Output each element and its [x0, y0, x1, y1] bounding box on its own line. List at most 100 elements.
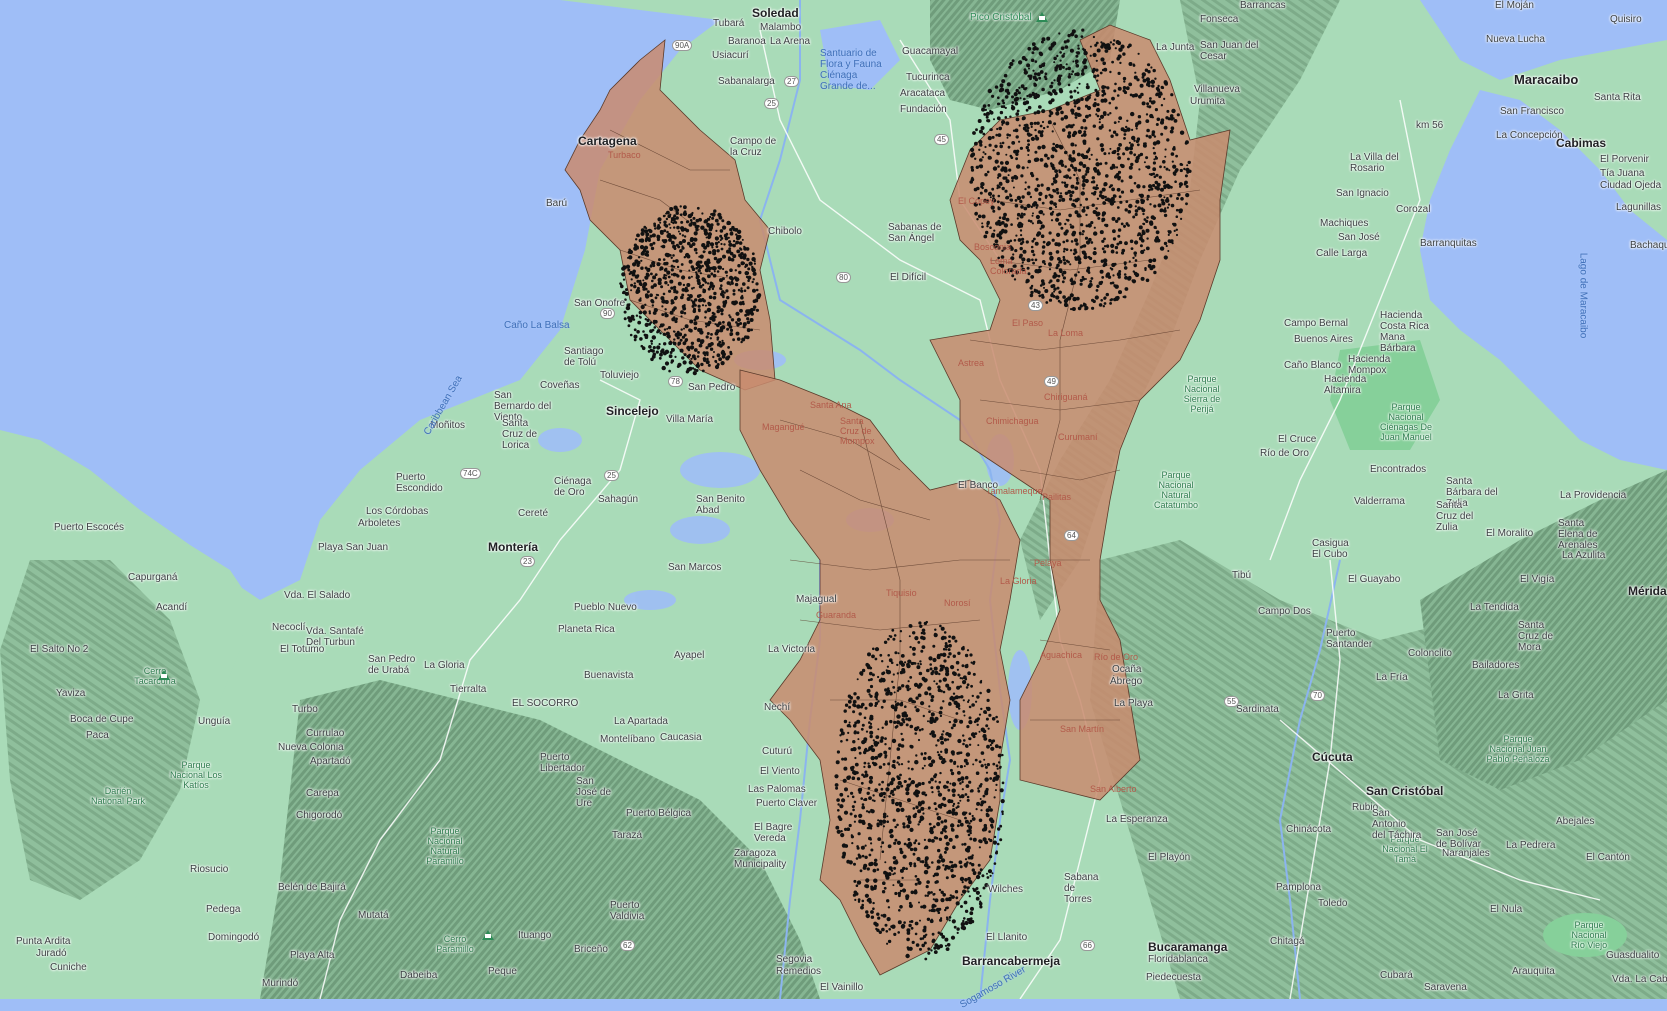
occurrence-point [680, 328, 683, 331]
occurrence-point [868, 836, 872, 841]
occurrence-point [1074, 273, 1078, 277]
occurrence-point [1150, 66, 1153, 69]
occurrence-point [886, 820, 889, 823]
occurrence-point [1006, 82, 1011, 87]
occurrence-point [850, 791, 854, 795]
occurrence-point [888, 928, 891, 931]
occurrence-point [889, 834, 894, 839]
occurrence-point [891, 777, 896, 782]
occurrence-point [649, 264, 653, 268]
occurrence-point [697, 225, 700, 228]
occurrence-point [707, 232, 713, 237]
occurrence-point [861, 819, 866, 824]
occurrence-point [965, 784, 970, 788]
occurrence-point [1084, 104, 1089, 108]
occurrence-point [893, 720, 897, 725]
terrain-darien [0, 560, 200, 900]
occurrence-point [1060, 117, 1065, 121]
occurrence-point [674, 221, 678, 224]
occurrence-point [856, 731, 860, 735]
occurrence-point [1074, 144, 1077, 147]
occurrence-point [854, 756, 857, 760]
occurrence-point [886, 670, 892, 675]
occurrence-point [1098, 125, 1103, 130]
occurrence-point [999, 788, 1004, 793]
occurrence-point [1017, 238, 1022, 242]
occurrence-point [719, 308, 724, 313]
occurrence-point [868, 702, 873, 707]
occurrence-point [1104, 195, 1107, 199]
occurrence-point [900, 784, 904, 788]
occurrence-point [943, 659, 947, 663]
occurrence-point [938, 710, 943, 715]
occurrence-point [739, 308, 743, 313]
occurrence-point [694, 315, 700, 320]
occurrence-point [939, 624, 942, 628]
occurrence-point [852, 724, 857, 728]
occurrence-point [977, 119, 982, 123]
occurrence-point [1061, 197, 1066, 202]
occurrence-point [1022, 213, 1026, 216]
occurrence-point [906, 931, 911, 935]
occurrence-point [913, 864, 917, 868]
occurrence-point [853, 731, 857, 735]
occurrence-point [1003, 223, 1009, 228]
occurrence-point [1065, 229, 1069, 233]
occurrence-point [893, 634, 897, 637]
occurrence-point [1095, 207, 1098, 210]
occurrence-point [939, 805, 943, 809]
occurrence-point [919, 660, 922, 663]
occurrence-point [909, 724, 914, 729]
occurrence-point [1001, 99, 1005, 102]
occurrence-point [837, 809, 840, 812]
occurrence-point [713, 315, 717, 319]
occurrence-point [1105, 223, 1109, 228]
occurrence-point [1082, 230, 1085, 233]
occurrence-point [932, 644, 936, 648]
occurrence-point [995, 745, 999, 748]
occurrence-point [925, 885, 929, 889]
occurrence-point [1020, 205, 1024, 209]
occurrence-point [752, 271, 757, 276]
occurrence-point [745, 335, 750, 340]
occurrence-point [942, 690, 946, 694]
occurrence-point [1178, 182, 1183, 187]
occurrence-point [844, 787, 848, 792]
occurrence-point [978, 203, 982, 206]
occurrence-point [1136, 143, 1140, 147]
occurrence-point [1080, 223, 1084, 227]
occurrence-point [901, 713, 906, 718]
occurrence-point [1013, 278, 1017, 281]
occurrence-point [666, 230, 669, 234]
occurrence-point [679, 205, 682, 208]
occurrence-point [669, 279, 674, 284]
occurrence-point [736, 317, 742, 322]
occurrence-point [704, 316, 707, 319]
occurrence-point [697, 304, 701, 308]
occurrence-point [1151, 130, 1156, 134]
occurrence-point [927, 838, 932, 843]
occurrence-point [992, 166, 998, 171]
occurrence-point [861, 723, 865, 727]
occurrence-point [869, 678, 873, 681]
occurrence-point [670, 273, 674, 276]
occurrence-point [856, 704, 861, 709]
occurrence-point [987, 155, 992, 160]
occurrence-point [1041, 87, 1045, 92]
occurrence-point [1056, 213, 1060, 217]
occurrence-point [1146, 102, 1150, 106]
occurrence-point [1095, 59, 1098, 62]
occurrence-point [1094, 295, 1099, 300]
occurrence-point [1071, 190, 1075, 194]
occurrence-point [1053, 79, 1056, 82]
occurrence-point [994, 85, 999, 89]
occurrence-point [1018, 86, 1021, 90]
occurrence-point [894, 700, 897, 703]
occurrence-point [1093, 74, 1097, 79]
occurrence-point [844, 827, 848, 832]
occurrence-point [916, 665, 921, 669]
occurrence-point [853, 862, 856, 866]
occurrence-point [697, 351, 700, 354]
occurrence-point [1170, 203, 1175, 208]
